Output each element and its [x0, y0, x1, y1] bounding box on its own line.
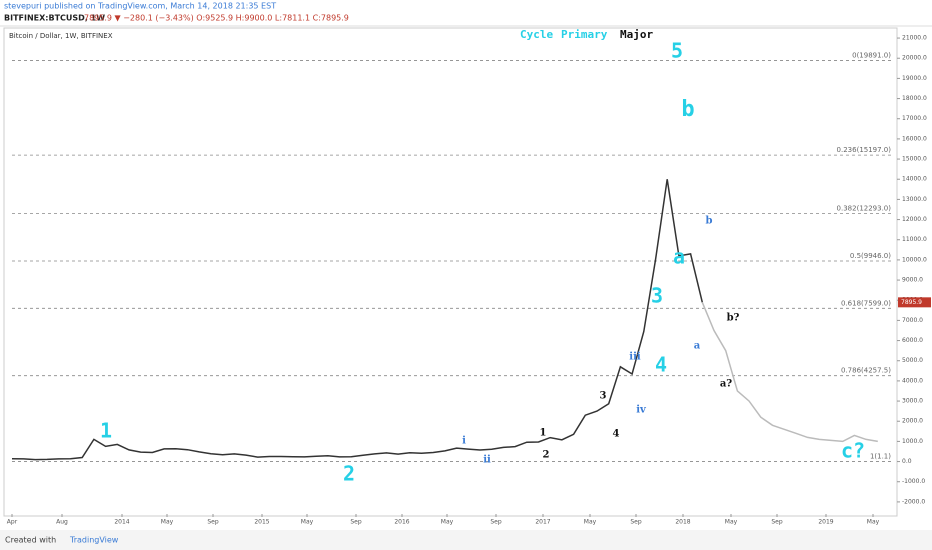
x-tick-label: May	[867, 519, 880, 526]
y-tick-label: 20000.0	[902, 55, 927, 62]
wave-label: 4	[613, 429, 620, 440]
legend: Bitcoin / Dollar, 1W, BITFINEX	[9, 32, 113, 40]
y-tick-label: 2000.0	[902, 418, 923, 425]
title-word: Major	[620, 28, 653, 41]
footer-bar	[0, 530, 932, 550]
wave-label: iv	[636, 405, 647, 416]
y-tick-label: 11000.0	[902, 236, 927, 243]
x-tick-label: May	[301, 519, 314, 526]
x-tick-label: 2014	[114, 519, 129, 526]
wave-label: 5	[671, 39, 683, 63]
y-tick-label: 5000.0	[902, 357, 923, 364]
x-tick-label: May	[161, 519, 174, 526]
wave-label: 3	[651, 284, 663, 308]
x-tick-label: Sep	[490, 519, 502, 526]
footer-text: Created with	[5, 536, 56, 545]
last-price-label: 7895.9	[901, 299, 922, 306]
wave-label: 2	[343, 462, 355, 486]
wave-label: i	[462, 436, 466, 447]
y-tick-label: 6000.0	[902, 337, 923, 344]
x-tick-label: 2016	[394, 519, 409, 526]
price-line	[701, 302, 878, 443]
fib-label: 0.786(4257.5)	[841, 367, 891, 375]
title-word: Cycle	[520, 28, 553, 41]
x-tick-label: May	[725, 519, 738, 526]
wave-label: 1	[540, 428, 547, 439]
symbol: BITFINEX:BTCUSD, 1W	[4, 14, 105, 23]
y-tick-label: 17000.0	[902, 115, 927, 122]
x-tick-label: Sep	[207, 519, 219, 526]
y-tick-label: 9000.0	[902, 277, 923, 284]
x-tick-label: May	[441, 519, 454, 526]
y-tick-label: -1000.0	[902, 478, 925, 485]
y-tick-label: 21000.0	[902, 35, 927, 42]
fib-label: 0.382(12293.0)	[837, 205, 892, 213]
y-tick-label: 18000.0	[902, 95, 927, 102]
y-tick-label: 0.0	[902, 458, 912, 465]
fib-label: 0.236(15197.0)	[837, 146, 892, 154]
wave-label: 3	[600, 391, 607, 402]
y-tick-label: 14000.0	[902, 176, 927, 183]
wave-label: iii	[629, 352, 641, 363]
y-tick-label: 1000.0	[902, 438, 923, 445]
x-tick-label: Sep	[771, 519, 783, 526]
wave-label: 4	[655, 353, 667, 377]
x-tick-label: Sep	[350, 519, 362, 526]
price-line	[11, 179, 704, 461]
y-tick-label: 15000.0	[902, 156, 927, 163]
fib-label: 0.5(9946.0)	[850, 252, 891, 260]
wave-label: a	[673, 245, 685, 269]
y-tick-label: 10000.0	[902, 256, 927, 263]
wave-label: 2	[543, 450, 550, 461]
x-tick-label: 2019	[818, 519, 833, 526]
plot-frame	[3, 27, 898, 517]
fib-label: 0.618(7599.0)	[841, 299, 891, 307]
y-tick-label: 4000.0	[902, 377, 923, 384]
x-tick-label: 2018	[675, 519, 690, 526]
title-word: Primary	[561, 28, 608, 41]
wave-label: b	[681, 97, 694, 122]
wave-label: a?	[720, 379, 732, 390]
y-tick-label: 3000.0	[902, 398, 923, 405]
wave-label: ii	[483, 455, 491, 466]
x-tick-label: Aug	[56, 519, 68, 526]
publisher: stevepuri published on TradingView.com, …	[4, 2, 276, 11]
footer-brand: TradingView	[69, 536, 119, 545]
y-tick-label: -2000.0	[902, 498, 925, 505]
x-tick-label: 2017	[535, 519, 550, 526]
fib-label: 1(1.1)	[870, 453, 891, 461]
wave-label: b	[706, 216, 713, 227]
y-tick-label: 19000.0	[902, 75, 927, 82]
y-tick-label: 16000.0	[902, 135, 927, 142]
fib-label: 0(19891.0)	[852, 51, 891, 59]
y-tick-label: 13000.0	[902, 196, 927, 203]
wave-label: a	[694, 341, 701, 352]
wave-label: b?	[727, 313, 740, 324]
quote: 7895.9 ▼ −280.1 (−3.43%) O:9525.9 H:9900…	[84, 14, 349, 23]
x-tick-label: Sep	[630, 519, 642, 526]
x-tick-label: Apr	[7, 519, 18, 526]
y-tick-label: 7000.0	[902, 317, 923, 324]
x-tick-label: 2015	[254, 519, 269, 526]
last-price-tag	[898, 297, 931, 308]
wave-label: c?	[841, 439, 865, 463]
y-tick-label: 12000.0	[902, 216, 927, 223]
x-tick-label: May	[584, 519, 597, 526]
wave-label: 1	[100, 419, 112, 443]
